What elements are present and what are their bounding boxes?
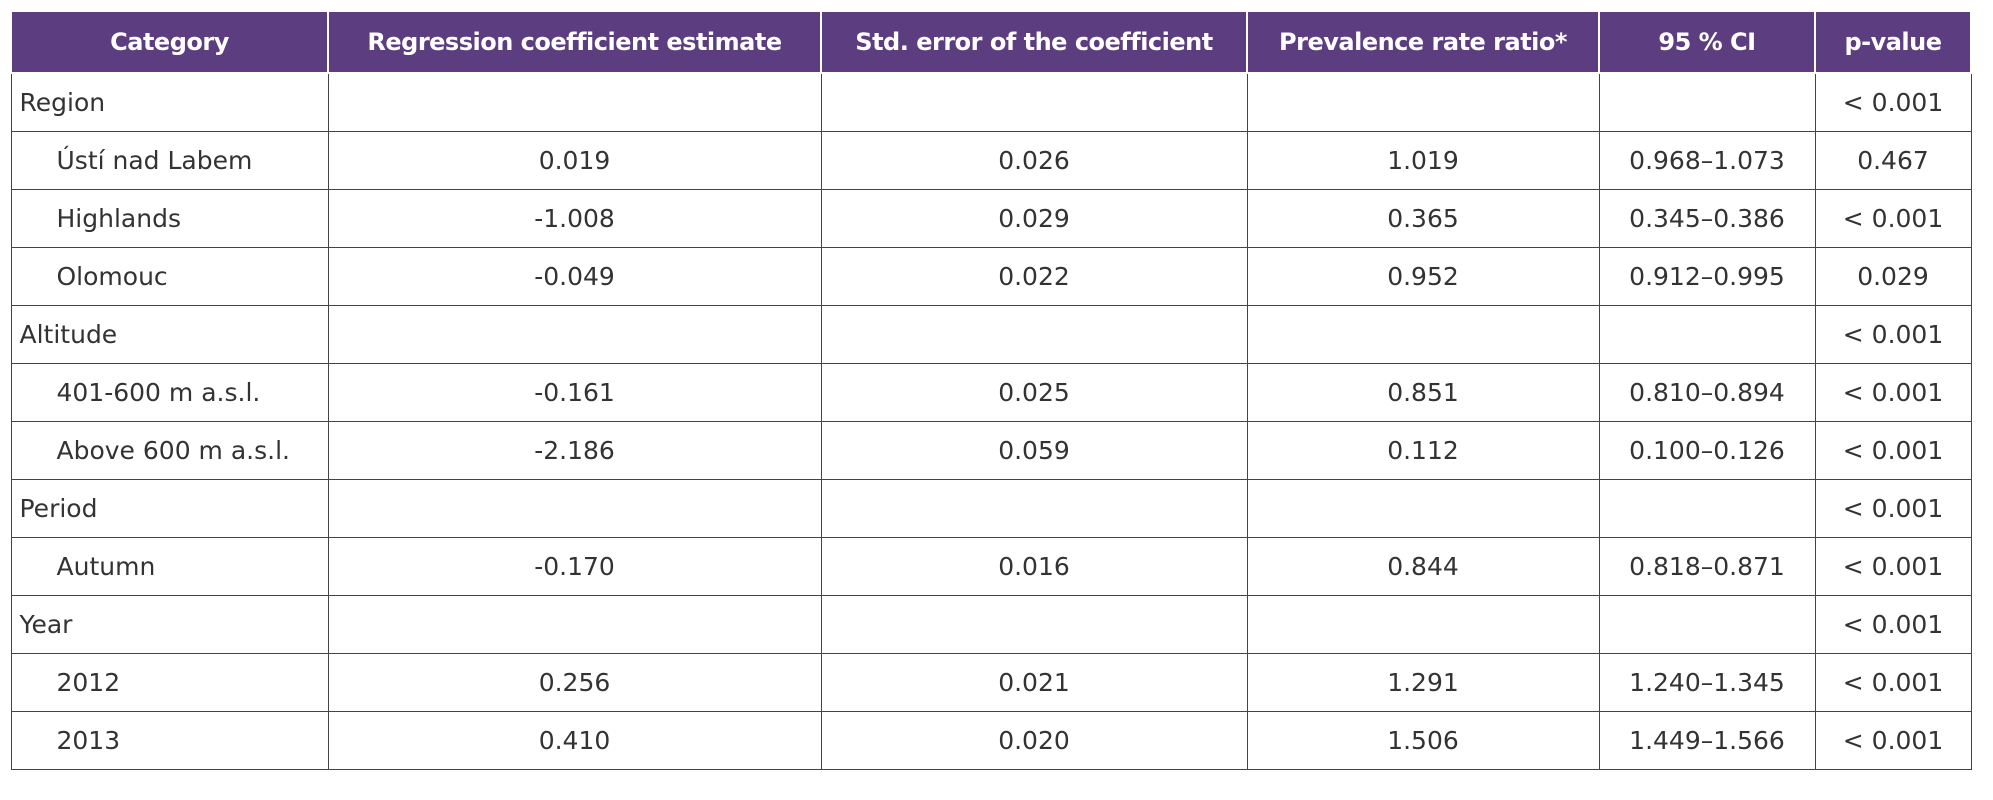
cell: 0.818–0.871: [1598, 537, 1816, 596]
header-cell: Regression coefficient estimate: [327, 10, 822, 74]
row-label: 2012: [10, 653, 329, 712]
cell: -0.170: [327, 537, 822, 596]
empty-cell: [820, 595, 1248, 654]
cell: < 0.001: [1814, 421, 1972, 480]
cell: 0.020: [820, 711, 1248, 770]
header-cell: 95 % CI: [1598, 10, 1816, 74]
group-row: Region < 0.001: [10, 72, 1972, 132]
empty-cell: [1246, 479, 1600, 538]
row-label: Above 600 m a.s.l.: [10, 421, 329, 480]
data-row: 401-600 m a.s.l. -0.161 0.025 0.851 0.810–0.…: [10, 363, 1972, 422]
cell: 1.291: [1246, 653, 1600, 712]
p-value: < 0.001: [1814, 305, 1972, 364]
cell: 0.100–0.126: [1598, 421, 1816, 480]
p-value: < 0.001: [1814, 479, 1972, 538]
cell: 1.019: [1246, 131, 1600, 190]
cell: 0.021: [820, 653, 1248, 712]
group-row: Altitude < 0.001: [10, 305, 1972, 364]
cell: < 0.001: [1814, 537, 1972, 596]
data-row: 2013 0.410 0.020 1.506 1.449–1.566 < 0.001: [10, 711, 1972, 770]
empty-cell: [820, 479, 1248, 538]
cell: 0.467: [1814, 131, 1972, 190]
data-row: Autumn -0.170 0.016 0.844 0.818–0.871 < 0.001: [10, 537, 1972, 596]
p-value: < 0.001: [1814, 595, 1972, 654]
empty-cell: [1246, 72, 1600, 132]
cell: 0.025: [820, 363, 1248, 422]
cell: 0.912–0.995: [1598, 247, 1816, 306]
cell: 0.256: [327, 653, 822, 712]
row-label: 401-600 m a.s.l.: [10, 363, 329, 422]
table-body: Region < 0.001 Ústí nad Labem 0.019 0.026 1.0…: [10, 72, 1972, 770]
cell: -0.049: [327, 247, 822, 306]
data-row: Ústí nad Labem 0.019 0.026 1.019 0.968–1.073…: [10, 131, 1972, 190]
cell: 0.019: [327, 131, 822, 190]
empty-cell: [820, 72, 1248, 132]
group-label: Region: [10, 72, 329, 132]
row-label: Highlands: [10, 189, 329, 248]
cell: 1.240–1.345: [1598, 653, 1816, 712]
cell: 0.026: [820, 131, 1248, 190]
empty-cell: [1598, 72, 1816, 132]
empty-cell: [820, 305, 1248, 364]
group-label: Year: [10, 595, 329, 654]
cell: -0.161: [327, 363, 822, 422]
row-label: Autumn: [10, 537, 329, 596]
header-cell: Std. error of the coefficient: [820, 10, 1248, 74]
cell: 0.810–0.894: [1598, 363, 1816, 422]
empty-cell: [1246, 305, 1600, 364]
cell: 0.022: [820, 247, 1248, 306]
row-label: Ústí nad Labem: [10, 131, 329, 190]
p-value: < 0.001: [1814, 72, 1972, 132]
empty-cell: [1598, 305, 1816, 364]
group-row: Year < 0.001: [10, 595, 1972, 654]
data-row: Olomouc -0.049 0.022 0.952 0.912–0.995 0.029: [10, 247, 1972, 306]
empty-cell: [327, 479, 822, 538]
data-row: 2012 0.256 0.021 1.291 1.240–1.345 < 0.001: [10, 653, 1972, 712]
cell: 0.112: [1246, 421, 1600, 480]
header-cell: p-value: [1814, 10, 1972, 74]
cell: 1.449–1.566: [1598, 711, 1816, 770]
cell: 0.029: [1814, 247, 1972, 306]
data-row: Above 600 m a.s.l. -2.186 0.059 0.112 0.100–…: [10, 421, 1972, 480]
cell: 0.029: [820, 189, 1248, 248]
cell: -1.008: [327, 189, 822, 248]
empty-cell: [327, 305, 822, 364]
group-label: Period: [10, 479, 329, 538]
cell: 0.851: [1246, 363, 1600, 422]
results-table: Category Regression coefficient estimate S…: [10, 10, 1972, 770]
empty-cell: [327, 72, 822, 132]
cell: 0.059: [820, 421, 1248, 480]
row-label: 2013: [10, 711, 329, 770]
empty-cell: [327, 595, 822, 654]
cell: < 0.001: [1814, 189, 1972, 248]
cell: 0.952: [1246, 247, 1600, 306]
cell: 0.365: [1246, 189, 1600, 248]
cell: 0.345–0.386: [1598, 189, 1816, 248]
cell: 0.968–1.073: [1598, 131, 1816, 190]
header-cell: Category: [10, 10, 329, 74]
cell: 0.410: [327, 711, 822, 770]
row-label: Olomouc: [10, 247, 329, 306]
empty-cell: [1246, 595, 1600, 654]
cell: < 0.001: [1814, 363, 1972, 422]
empty-cell: [1598, 595, 1816, 654]
cell: 0.844: [1246, 537, 1600, 596]
cell: < 0.001: [1814, 653, 1972, 712]
cell: < 0.001: [1814, 711, 1972, 770]
cell: 1.506: [1246, 711, 1600, 770]
cell: 0.016: [820, 537, 1248, 596]
header-row: Category Regression coefficient estimate S…: [10, 10, 1972, 74]
header-cell: Prevalence rate ratio*: [1246, 10, 1600, 74]
group-row: Period < 0.001: [10, 479, 1972, 538]
group-label: Altitude: [10, 305, 329, 364]
cell: -2.186: [327, 421, 822, 480]
empty-cell: [1598, 479, 1816, 538]
data-row: Highlands -1.008 0.029 0.365 0.345–0.386 < 0.…: [10, 189, 1972, 248]
